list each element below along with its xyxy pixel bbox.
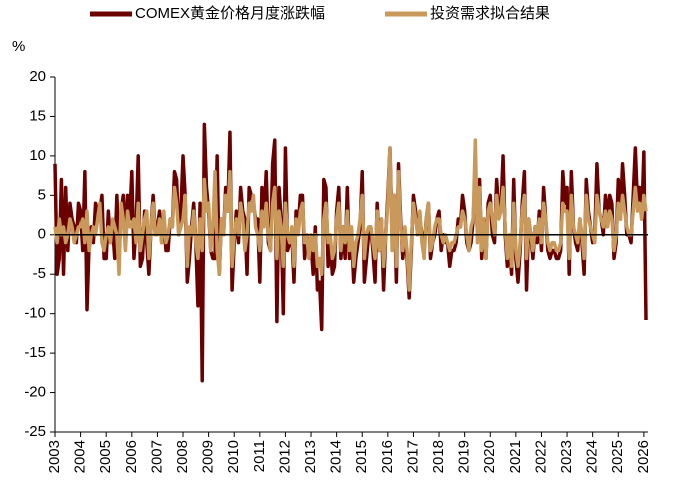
x-tick-label: 2023 bbox=[558, 440, 575, 473]
x-tick-label: 2015 bbox=[353, 440, 370, 473]
x-tick-label: 2022 bbox=[532, 440, 549, 473]
x-tick-label: 2024 bbox=[584, 440, 601, 473]
y-tick-label: 10 bbox=[29, 147, 46, 164]
x-tick-label: 2017 bbox=[404, 440, 421, 473]
y-tick-label: 20 bbox=[29, 68, 46, 85]
x-tick-label: 2009 bbox=[200, 440, 217, 473]
legend-label: 投资需求拟合结果 bbox=[430, 5, 550, 22]
x-tick-label: 2008 bbox=[174, 440, 191, 473]
y-tick-label: 5 bbox=[38, 186, 46, 203]
x-tick-label: 2003 bbox=[46, 440, 63, 473]
x-tick-label: 2006 bbox=[123, 440, 140, 473]
legend-label: COMEX黄金价格月度涨跌幅 bbox=[135, 5, 325, 22]
x-tick-label: 2018 bbox=[430, 440, 447, 473]
x-tick-label: 2026 bbox=[635, 440, 652, 473]
x-tick-label: 2025 bbox=[609, 440, 626, 473]
x-tick-label: 2019 bbox=[456, 440, 473, 473]
x-tick-label: 2014 bbox=[328, 440, 345, 473]
y-tick-label: -10 bbox=[24, 305, 46, 322]
x-tick-label: 2013 bbox=[302, 440, 319, 473]
x-tick-label: 2005 bbox=[97, 440, 114, 473]
y-tick-label: -20 bbox=[24, 384, 46, 401]
series-line bbox=[53, 138, 648, 292]
x-tick-label: 2012 bbox=[276, 440, 293, 473]
y-tick-label: -5 bbox=[33, 265, 46, 282]
x-tick-label: 2010 bbox=[225, 440, 242, 473]
x-tick-label: 2021 bbox=[507, 440, 524, 473]
y-tick-label: 0 bbox=[38, 226, 46, 243]
y-axis-label: % bbox=[12, 38, 25, 55]
x-tick-label: 2020 bbox=[481, 440, 498, 473]
x-tick-label: 2004 bbox=[72, 440, 89, 473]
y-tick-label: -25 bbox=[24, 423, 46, 440]
x-tick-label: 2016 bbox=[379, 440, 396, 473]
y-tick-label: 15 bbox=[29, 107, 46, 124]
y-tick-label: -15 bbox=[24, 344, 46, 361]
x-tick-label: 2007 bbox=[148, 440, 165, 473]
series-line bbox=[53, 122, 648, 383]
x-tick-label: 2011 bbox=[251, 440, 268, 472]
